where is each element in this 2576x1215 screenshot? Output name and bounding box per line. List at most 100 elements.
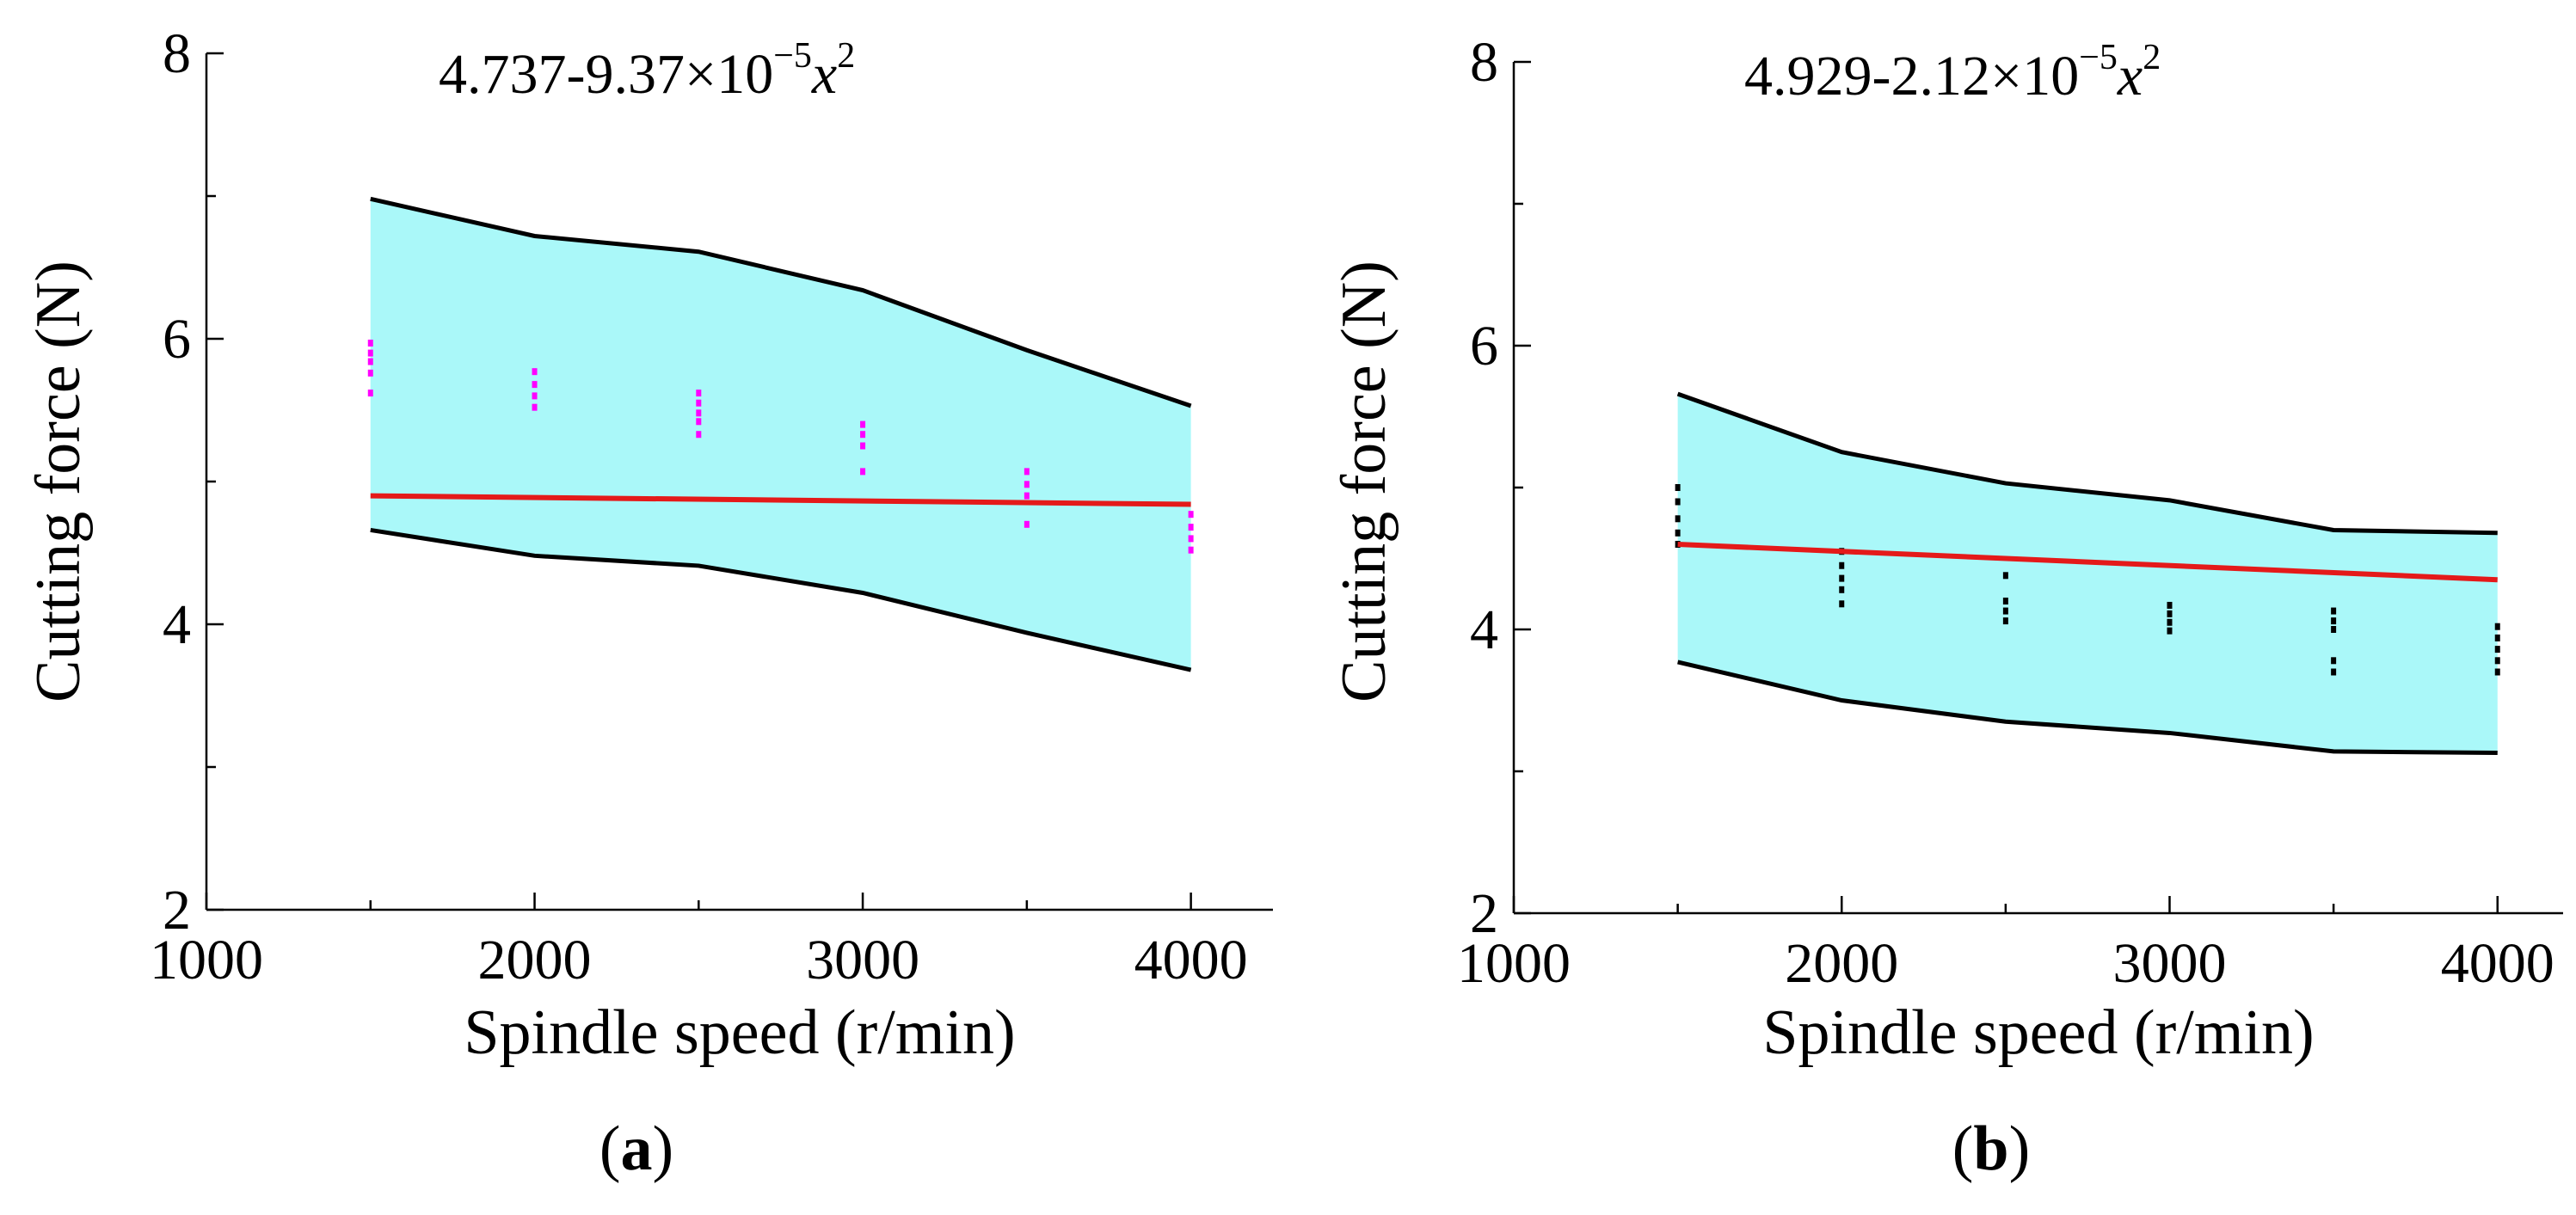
data-point — [1675, 484, 1681, 491]
data-point — [1839, 600, 1845, 608]
x-axis-label: Spindle speed (r/min) — [1762, 997, 2314, 1068]
data-point — [1675, 498, 1681, 506]
data-point — [1024, 492, 1030, 500]
data-point — [2002, 607, 2008, 615]
panel-label-close: ) — [653, 1114, 674, 1184]
formula-variable-exponent: 2 — [2143, 38, 2161, 77]
y-tick-label: 4 — [1470, 598, 1498, 661]
x-tick-label: 4000 — [2441, 932, 2554, 995]
formula-variable-exponent: 2 — [837, 36, 855, 76]
formula-variable: x — [2117, 45, 2143, 107]
y-axis-label: Cutting force (N) — [23, 261, 94, 703]
data-point — [1675, 529, 1681, 537]
y-tick-label: 8 — [1470, 31, 1498, 94]
y-axis-label: Cutting force (N) — [1329, 261, 1399, 703]
y-tick-label: 2 — [1470, 882, 1498, 945]
data-point — [696, 390, 702, 397]
data-point — [2167, 627, 2173, 635]
y-tick-label: 2 — [163, 879, 191, 942]
y-tick-label: 4 — [163, 593, 191, 656]
lower-bound-line — [370, 527, 1192, 672]
lower-bound-line — [1677, 660, 2498, 756]
formula-base: 4.737-9.37×10 — [439, 43, 773, 106]
data-point — [1839, 561, 1845, 569]
data-point — [860, 468, 866, 476]
data-points — [367, 339, 1194, 554]
panel-label-letter: b — [1973, 1114, 2008, 1184]
upper-bound-line — [1676, 391, 2498, 536]
x-tick-label: 1000 — [150, 929, 263, 991]
fit-line — [370, 493, 1191, 507]
panel-label-open: ( — [1952, 1114, 1974, 1184]
data-point — [1188, 511, 1194, 519]
data-point — [2002, 617, 2008, 625]
data-point — [1188, 524, 1194, 531]
data-point — [696, 409, 702, 417]
data-point — [2002, 572, 2008, 580]
data-point — [2494, 657, 2500, 665]
x-tick-label: 2000 — [478, 929, 592, 991]
panel-label-close: ) — [2009, 1114, 2031, 1184]
data-point — [367, 358, 373, 365]
x-tick-label: 2000 — [1785, 932, 1898, 995]
data-point — [2167, 618, 2173, 626]
data-point — [532, 381, 538, 389]
formula-exponent: −5 — [2079, 38, 2118, 77]
data-point — [2494, 668, 2500, 676]
y-tick-label: 6 — [163, 308, 191, 371]
y-tick-label: 6 — [1470, 315, 1498, 377]
data-point — [2167, 610, 2173, 617]
data-point — [2331, 657, 2337, 665]
formula-variable: x — [811, 43, 837, 106]
data-point — [1024, 468, 1030, 476]
data-point — [532, 392, 538, 400]
x-tick-label: 3000 — [806, 929, 919, 991]
x-tick-label: 3000 — [2113, 932, 2227, 995]
data-points — [1675, 484, 2500, 676]
data-point — [860, 431, 866, 439]
data-point — [1188, 535, 1194, 543]
confidence-band — [370, 199, 1191, 671]
data-point — [2494, 634, 2500, 641]
formula-exponent: −5 — [773, 36, 812, 76]
data-point — [367, 369, 373, 377]
data-point — [1675, 515, 1681, 523]
panel-label-open: ( — [599, 1114, 621, 1184]
data-point — [367, 349, 373, 357]
data-point — [2002, 598, 2008, 604]
x-tick-label: 1000 — [1457, 932, 1571, 995]
upper-bound-line — [370, 196, 1192, 408]
data-point — [696, 431, 702, 439]
data-point — [696, 399, 702, 407]
data-point — [2331, 607, 2337, 615]
data-point — [1024, 520, 1030, 528]
data-point — [860, 420, 866, 428]
formula: 4.737-9.37×10−5x2 — [439, 36, 855, 106]
data-point — [367, 339, 373, 347]
data-point — [860, 442, 866, 450]
data-point — [2494, 646, 2500, 654]
data-point — [2494, 623, 2500, 630]
data-point — [2167, 601, 2173, 609]
panel-label-letter: a — [621, 1114, 653, 1184]
data-point — [2331, 668, 2337, 676]
confidence-band — [1677, 394, 2498, 753]
data-point — [1839, 586, 1845, 593]
x-axis-label: Spindle speed (r/min) — [464, 997, 1015, 1068]
data-point — [1839, 574, 1845, 582]
fit-line — [1677, 542, 2498, 583]
data-point — [2331, 626, 2337, 633]
data-point — [696, 418, 702, 426]
panel-b: 2 4 6 8 1000 2000 3000 4000 Spindle speed (r/min… — [1329, 31, 2563, 1184]
data-point — [1024, 481, 1030, 488]
data-point — [367, 390, 373, 397]
data-point — [1188, 546, 1194, 554]
panel-a: 2 4 6 8 1000 2000 3000 4000 Spindle speed (r/min… — [23, 22, 1273, 1184]
panel-label: (a) — [599, 1114, 673, 1184]
x-tick-label: 4000 — [1134, 929, 1248, 991]
data-point — [532, 403, 538, 411]
data-point — [532, 368, 538, 376]
panel-label: (b) — [1952, 1114, 2030, 1184]
formula-base: 4.929-2.12×10 — [1744, 45, 2079, 107]
